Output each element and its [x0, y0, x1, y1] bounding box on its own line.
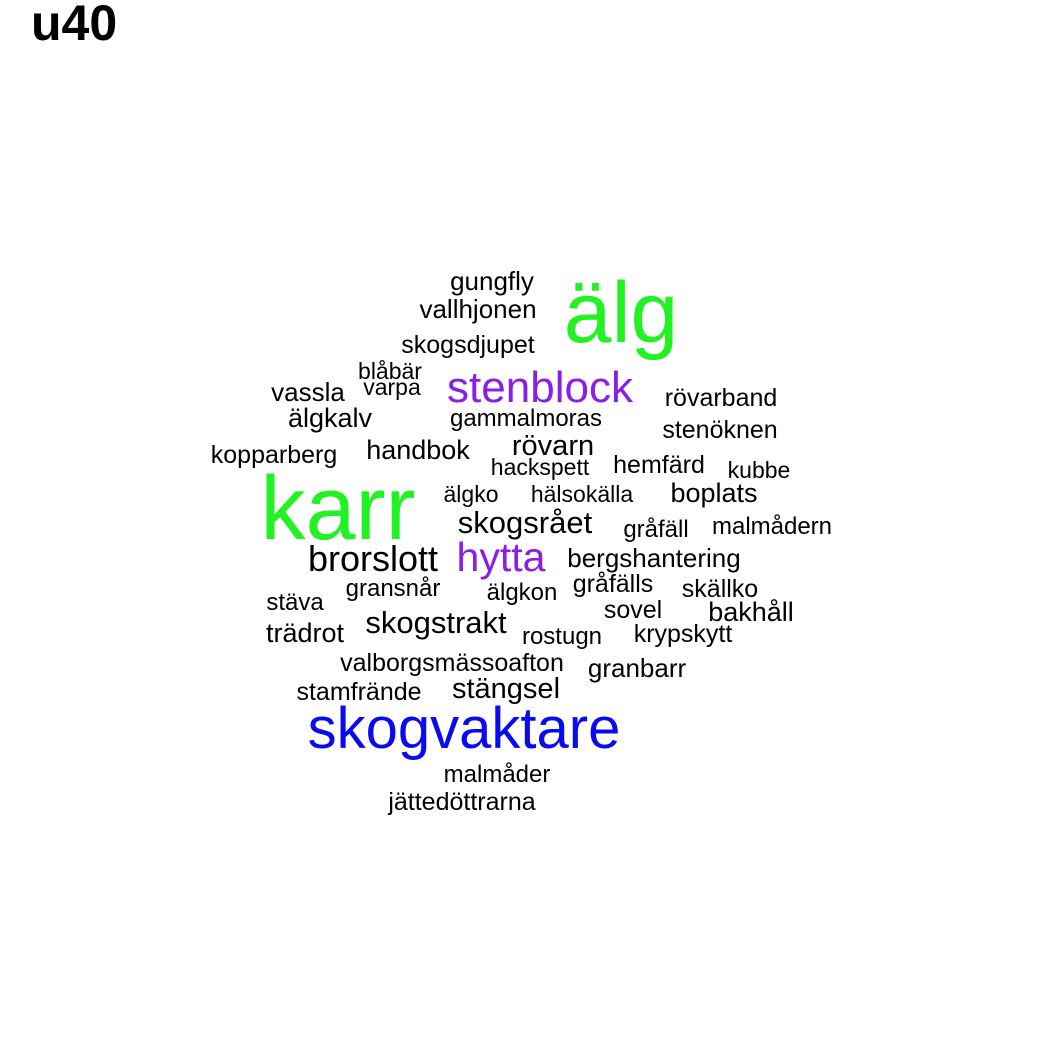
- word-1: vallhjonen: [419, 294, 537, 324]
- word-14: rövarn: [511, 430, 595, 462]
- word-34: bakhåll: [708, 597, 794, 627]
- word-25: brorslott: [307, 538, 439, 579]
- word-15: hackspett: [490, 454, 590, 480]
- word-18: karr: [260, 459, 416, 559]
- word-38: krypskytt: [633, 620, 733, 648]
- word-40: granbarr: [587, 653, 687, 683]
- word-3: skogsdjupet: [401, 331, 535, 359]
- word-32: stäva: [266, 589, 324, 616]
- word-35: trädrot: [265, 618, 345, 648]
- word-41: stamfrände: [296, 678, 422, 706]
- word-9: älgkalv: [287, 403, 373, 433]
- word-43: skogvaktare: [307, 696, 621, 761]
- word-5: vassla: [271, 377, 345, 407]
- word-44: malmåder: [443, 761, 551, 788]
- word-8: rövarband: [664, 384, 778, 412]
- word-21: boplats: [670, 478, 758, 508]
- word-10: gammalmoras: [449, 405, 603, 432]
- word-45: jättedöttrarna: [388, 788, 536, 816]
- word-22: skogsrået: [457, 505, 593, 540]
- word-12: kopparberg: [210, 441, 338, 469]
- word-28: gransnår: [345, 575, 441, 602]
- word-11: stenöknen: [662, 416, 778, 444]
- word-20: hälsokälla: [530, 481, 634, 507]
- word-24: malmådern: [711, 513, 833, 540]
- word-17: kubbe: [727, 457, 791, 483]
- word-7: stenblock: [447, 363, 633, 412]
- word-16: hemfärd: [613, 451, 705, 479]
- word-29: älgkon: [486, 579, 558, 606]
- word-36: skogstrakt: [365, 605, 507, 640]
- word-26: hytta: [456, 534, 546, 580]
- word-39: valborgsmässoafton: [340, 649, 564, 677]
- word-6: varpa: [363, 374, 421, 400]
- word-19: älgko: [443, 481, 499, 507]
- word-27: bergshantering: [567, 543, 741, 573]
- page-title: u40: [31, 0, 118, 51]
- word-0: gungfly: [450, 266, 534, 296]
- word-13: handbok: [366, 435, 470, 465]
- word-37: rostugn: [521, 623, 603, 650]
- word-23: gråfäll: [623, 516, 689, 543]
- word-31: skällko: [681, 575, 759, 603]
- word-30: gråfälls: [572, 570, 654, 598]
- word-2: älg: [563, 265, 679, 361]
- word-4: blåbär: [358, 358, 422, 384]
- word-33: sovel: [603, 596, 663, 624]
- word-42: stängsel: [451, 673, 561, 705]
